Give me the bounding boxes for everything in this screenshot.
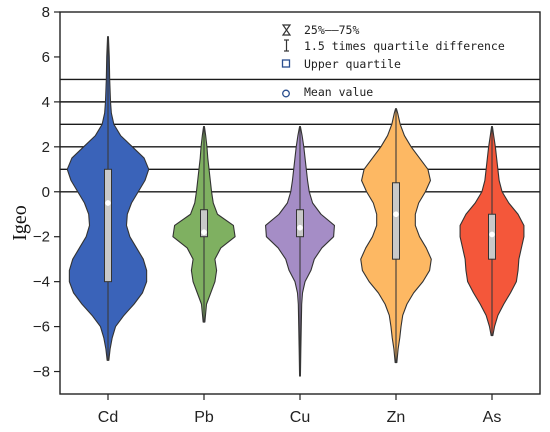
mean-marker-cd <box>105 200 111 206</box>
legend-label-mean: Mean value <box>304 85 373 99</box>
y-tick-label: −6 <box>33 319 50 336</box>
y-axis-label: Igeo <box>9 205 31 241</box>
mean-marker-cu <box>297 224 303 231</box>
x-tick-label-cd: Cd <box>98 409 118 426</box>
square-icon <box>281 59 291 68</box>
circle-icon <box>282 89 290 98</box>
mean-marker-as <box>489 231 495 238</box>
hourglass-icon <box>281 24 292 36</box>
y-tick-label: 8 <box>42 4 50 21</box>
y-tick-label: −2 <box>33 229 50 246</box>
legend-item-whisker: 1.5 times quartile difference <box>284 39 505 53</box>
chart-legend: 25%——75% 1.5 times quartile difference U… <box>281 23 505 99</box>
y-tick-label: 6 <box>42 49 50 66</box>
iqr-box-cd <box>104 168 112 283</box>
legend-item-iqr: 25%——75% <box>281 23 359 37</box>
mean-marker-pb <box>201 229 207 236</box>
iqr-box-pb <box>200 209 208 238</box>
x-tick-label-cu: Cu <box>290 409 310 426</box>
legend-label-upper-quartile: Upper quartile <box>304 57 401 71</box>
y-tick-label: 4 <box>42 94 50 111</box>
x-tick-label-as: As <box>483 409 502 426</box>
x-tick-label-pb: Pb <box>194 409 214 426</box>
y-tick-label: 2 <box>42 139 50 156</box>
x-tick-label-zn: Zn <box>387 409 406 426</box>
mean-marker-zn <box>393 211 399 218</box>
legend-label-whisker: 1.5 times quartile difference <box>304 39 505 53</box>
y-tick-label: −4 <box>33 274 50 291</box>
plot-area: −8 −6 −4 −2 0 2 4 6 8 Igeo Cd Pb Cu Zn As <box>9 4 541 426</box>
y-tick-label: −8 <box>33 364 50 381</box>
y-tick-label: 0 <box>42 184 50 201</box>
iqr-box-cu <box>296 209 304 238</box>
legend-item-upper-quartile: Upper quartile <box>281 57 401 71</box>
legend-item-mean: Mean value <box>282 85 373 99</box>
whisker-icon <box>284 39 289 52</box>
legend-label-iqr: 25%——75% <box>304 23 359 37</box>
iqr-box-zn <box>392 182 400 260</box>
